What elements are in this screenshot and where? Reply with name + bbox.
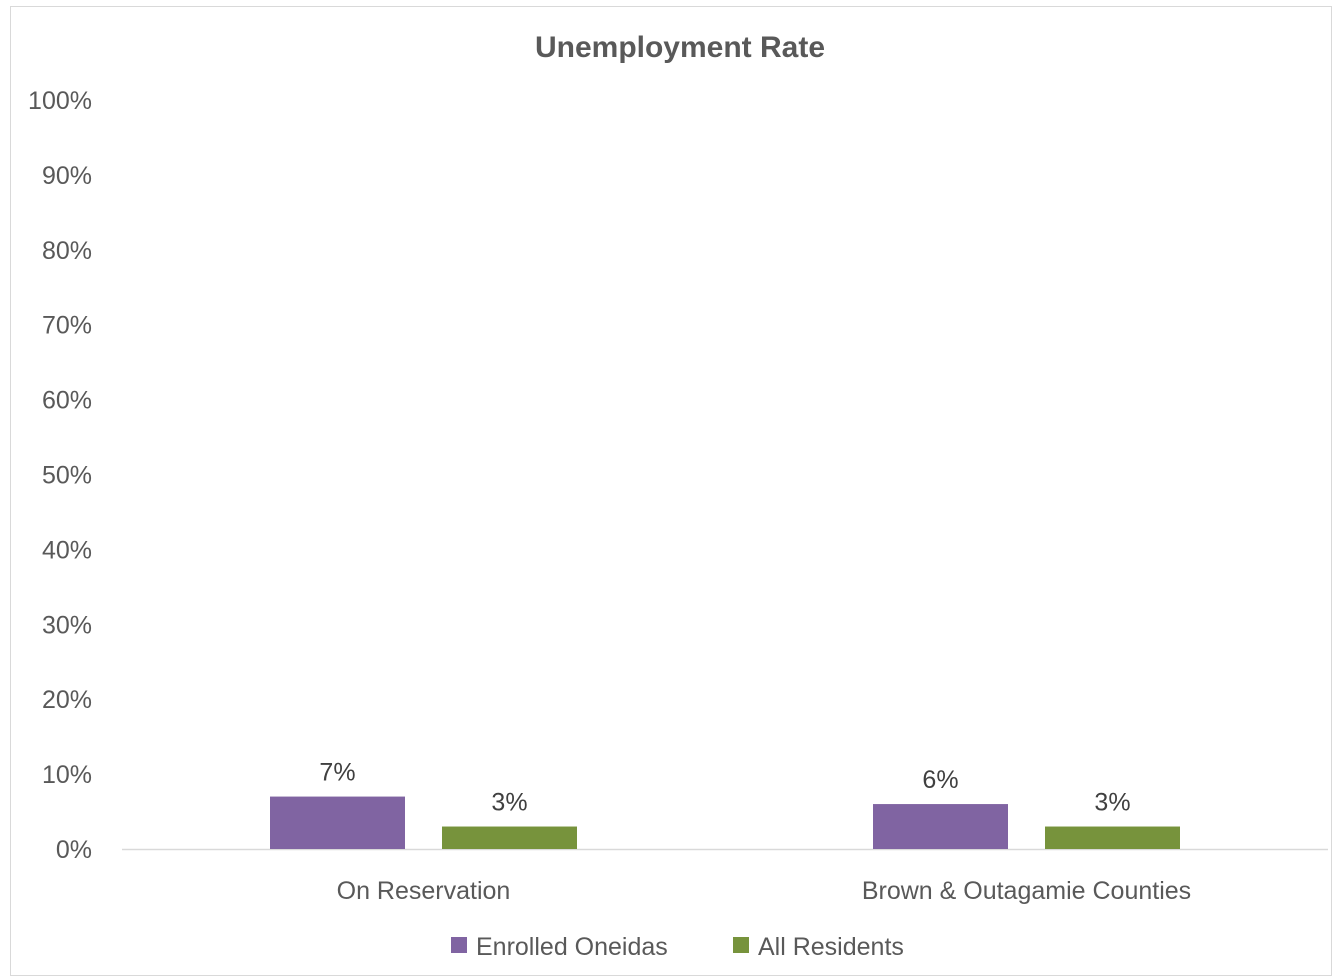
y-tick-label: 90% — [42, 162, 92, 190]
bar — [1045, 826, 1180, 849]
bar — [442, 826, 577, 849]
legend-label: Enrolled Oneidas — [476, 933, 668, 961]
y-tick-label: 30% — [42, 611, 92, 639]
data-labels: 7% 3% 6% 3% — [319, 759, 1130, 817]
y-tick-label: 20% — [42, 686, 92, 714]
bar — [873, 804, 1008, 849]
y-tick-label: 10% — [42, 761, 92, 789]
y-tick-label: 60% — [42, 387, 92, 415]
data-label: 6% — [922, 766, 958, 794]
y-tick-label: 70% — [42, 312, 92, 340]
y-axis-tick-labels: 0% 10% 20% 30% 40% 50% 60% 70% 80% 90% 100% — [28, 87, 92, 864]
chart-frame — [10, 6, 1332, 976]
legend-swatch — [733, 937, 749, 953]
bar — [270, 796, 405, 849]
legend: Enrolled Oneidas All Residents — [451, 933, 904, 961]
legend-label: All Residents — [758, 933, 904, 961]
data-label: 3% — [491, 789, 527, 817]
category-labels: On Reservation Brown & Outagamie Counties — [337, 877, 1192, 905]
category-label: Brown & Outagamie Counties — [862, 877, 1191, 905]
legend-swatch — [451, 937, 467, 953]
y-tick-label: 40% — [42, 536, 92, 564]
chart-title: Unemployment Rate — [535, 31, 825, 64]
data-label: 7% — [319, 759, 355, 787]
y-tick-label: 0% — [56, 836, 92, 864]
y-tick-label: 80% — [42, 237, 92, 265]
y-tick-label: 100% — [28, 87, 92, 115]
data-label: 3% — [1094, 789, 1130, 817]
y-tick-label: 50% — [42, 462, 92, 490]
category-label: On Reservation — [337, 877, 511, 905]
bars — [270, 796, 1180, 849]
